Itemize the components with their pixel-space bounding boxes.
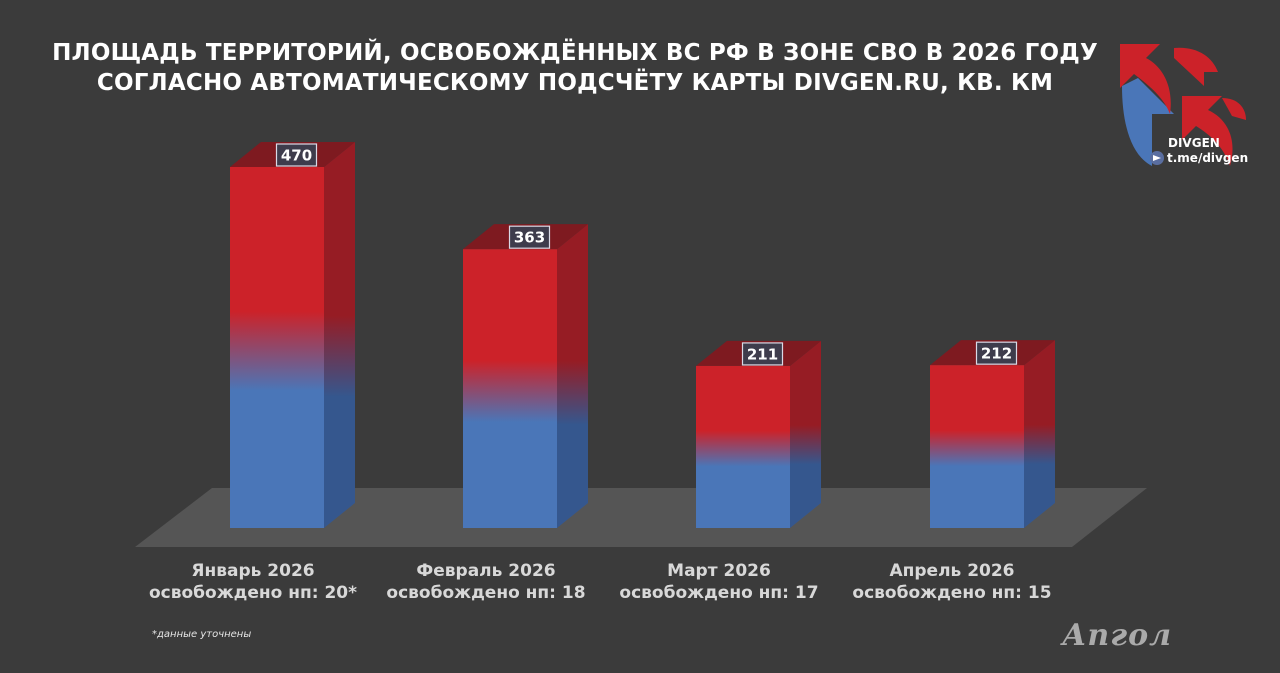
category-subtitle: освобождено нп: 17 (619, 583, 819, 603)
data-label-box (508, 225, 551, 249)
logo-name: DIVGEN (1168, 136, 1220, 150)
bar-front (463, 249, 557, 528)
category-subtitle: освобождено нп: 18 (386, 583, 586, 603)
divgen-arrows-logo (1120, 44, 1246, 166)
data-label: 211 (747, 345, 778, 363)
logo-link[interactable]: t.me/divgen (1150, 150, 1248, 166)
data-label: 212 (981, 345, 1012, 363)
chart-title: ПЛОЩАДЬ ТЕРРИТОРИЙ, ОСВОБОЖДЁННЫХ ВС РФ … (40, 38, 1110, 98)
bar-side (790, 340, 821, 528)
category-label-2: Февраль 2026 освобождено нп: 18 (366, 560, 606, 604)
data-label-box (741, 342, 784, 366)
watermark: Апгол (1062, 618, 1173, 653)
category-label-1: Январь 2026 освобождено нп: 20* (133, 560, 373, 604)
category-name: Февраль 2026 (416, 561, 556, 581)
footnote: *данные уточнены (152, 629, 252, 640)
chart-title-line-1: ПЛОЩАДЬ ТЕРРИТОРИЙ, ОСВОБОЖДЁННЫХ ВС РФ … (52, 40, 1098, 66)
bar-3: 211 (696, 340, 821, 528)
bar-side (324, 142, 355, 528)
data-label: 470 (281, 147, 312, 165)
category-name: Январь 2026 (191, 561, 315, 581)
data-label-box (975, 341, 1018, 365)
bar-front (230, 167, 324, 528)
chart-floor (135, 488, 1147, 547)
logo-link-text: t.me/divgen (1167, 151, 1249, 165)
category-label-3: Март 2026 освобождено нп: 17 (599, 560, 839, 604)
bar-side (1024, 340, 1055, 528)
category-name: Март 2026 (667, 561, 771, 581)
bar-2: 363 (463, 224, 588, 528)
chart-title-line-2: СОГЛАСНО АВТОМАТИЧЕСКОМУ ПОДСЧЁТУ КАРТЫ … (96, 70, 1054, 96)
category-label-4: Апрель 2026 освобождено нп: 15 (832, 560, 1072, 604)
bar-4: 212 (930, 340, 1055, 528)
bar-front (696, 365, 790, 528)
data-label: 363 (514, 229, 545, 247)
bar-side (557, 224, 588, 528)
data-label-box (275, 143, 318, 167)
category-subtitle: освобождено нп: 20* (148, 583, 358, 603)
category-name: Апрель 2026 (889, 561, 1015, 581)
telegram-icon (1150, 151, 1164, 165)
category-subtitle: освобождено нп: 15 (852, 583, 1052, 603)
bar-1: 470 (230, 142, 355, 528)
bar-front (930, 365, 1024, 528)
